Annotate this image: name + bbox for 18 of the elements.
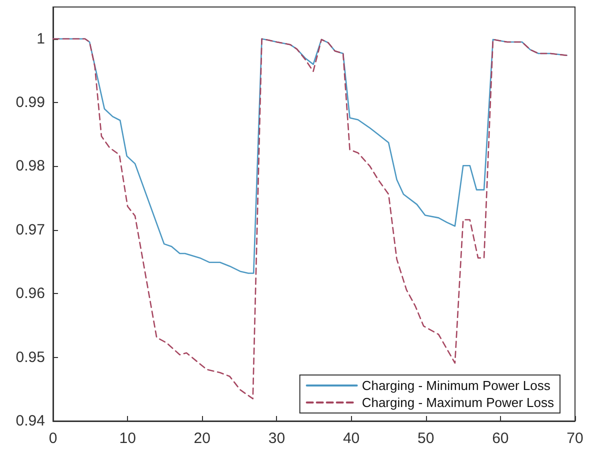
x-tick-label: 50 (418, 430, 434, 447)
legend-label: Charging - Maximum Power Loss (362, 395, 554, 410)
x-tick-label: 40 (342, 430, 360, 447)
x-tick-label: 70 (566, 430, 584, 447)
y-tick-label: 0.94 (16, 412, 45, 430)
y-tick-label: 0.95 (16, 348, 45, 366)
x-tick-label: 10 (119, 430, 136, 447)
x-tick-label: 0 (48, 430, 58, 447)
x-tick-label: 20 (194, 430, 210, 447)
legend-label: Charging - Minimum Power Loss (362, 378, 551, 393)
x-tick-label: 30 (268, 430, 286, 447)
y-tick-label: 0.96 (16, 285, 45, 302)
x-tick-label: 60 (492, 430, 509, 447)
y-tick-label: 0.98 (16, 158, 45, 175)
y-tick-label: 1 (36, 30, 45, 48)
y-tick-label: 0.97 (16, 221, 45, 238)
line-series (52, 38, 568, 400)
y-tick-label: 0.99 (16, 94, 45, 112)
